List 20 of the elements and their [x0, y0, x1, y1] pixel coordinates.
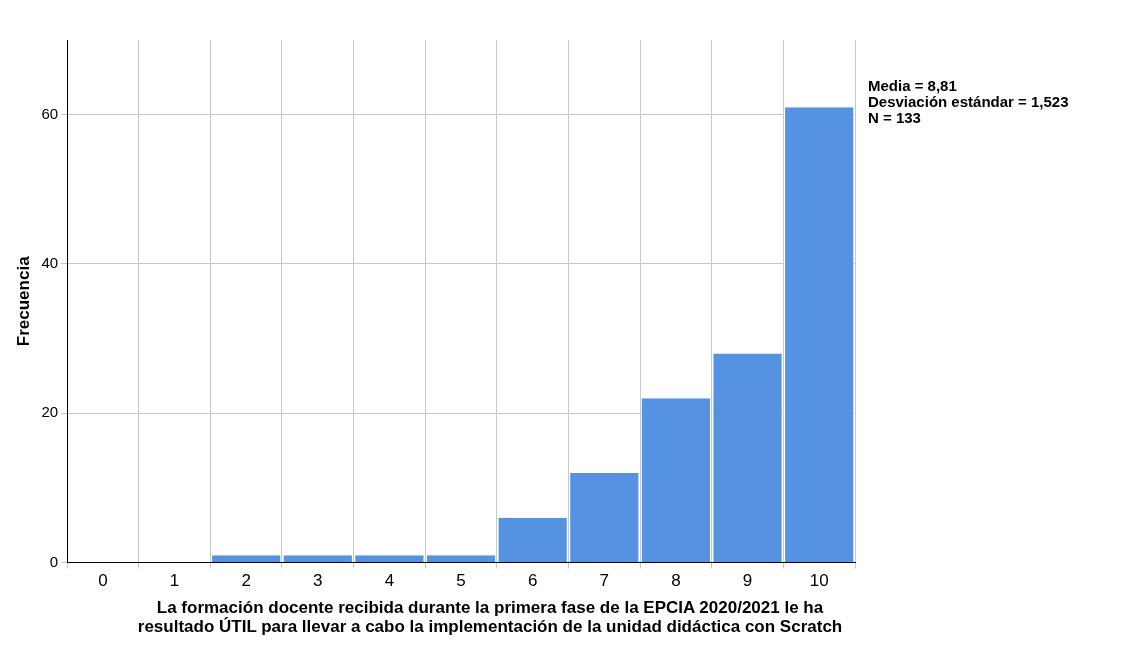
- text: Desviación estándar = 1,523: [868, 93, 1069, 110]
- x-tick-label: 6: [527, 571, 538, 591]
- x-axis-title: La formación docente recibida durante la primera fase de la EPCIA 2020/2021 le ha resultado ÚTIL para llevar a cabo la implementación de la unidad didáctica con Scratch: [136, 598, 844, 636]
- y-tick-label: 0: [49, 552, 59, 570]
- x-tick-label: 10: [809, 571, 829, 591]
- x-tick-label: 1: [169, 571, 180, 591]
- x-tick-label: 2: [241, 571, 251, 591]
- x-tick-label: 9: [742, 571, 753, 591]
- x-tick-label: 0: [98, 571, 108, 591]
- text: N = 133: [868, 109, 922, 126]
- x-tick-label: 4: [384, 571, 395, 591]
- x-tick-label: 5: [456, 571, 466, 591]
- y-tick-label: 20: [41, 403, 59, 421]
- x-tick-label: 3: [313, 571, 323, 591]
- text: Media = 8,81: [868, 77, 958, 94]
- y-axis-title: Frecuencia: [13, 255, 33, 347]
- x-tick-label: 7: [599, 571, 610, 591]
- x-tick-label: 8: [671, 571, 681, 591]
- y-tick-label: 40: [41, 254, 59, 272]
- y-tick-label: 60: [41, 104, 59, 122]
